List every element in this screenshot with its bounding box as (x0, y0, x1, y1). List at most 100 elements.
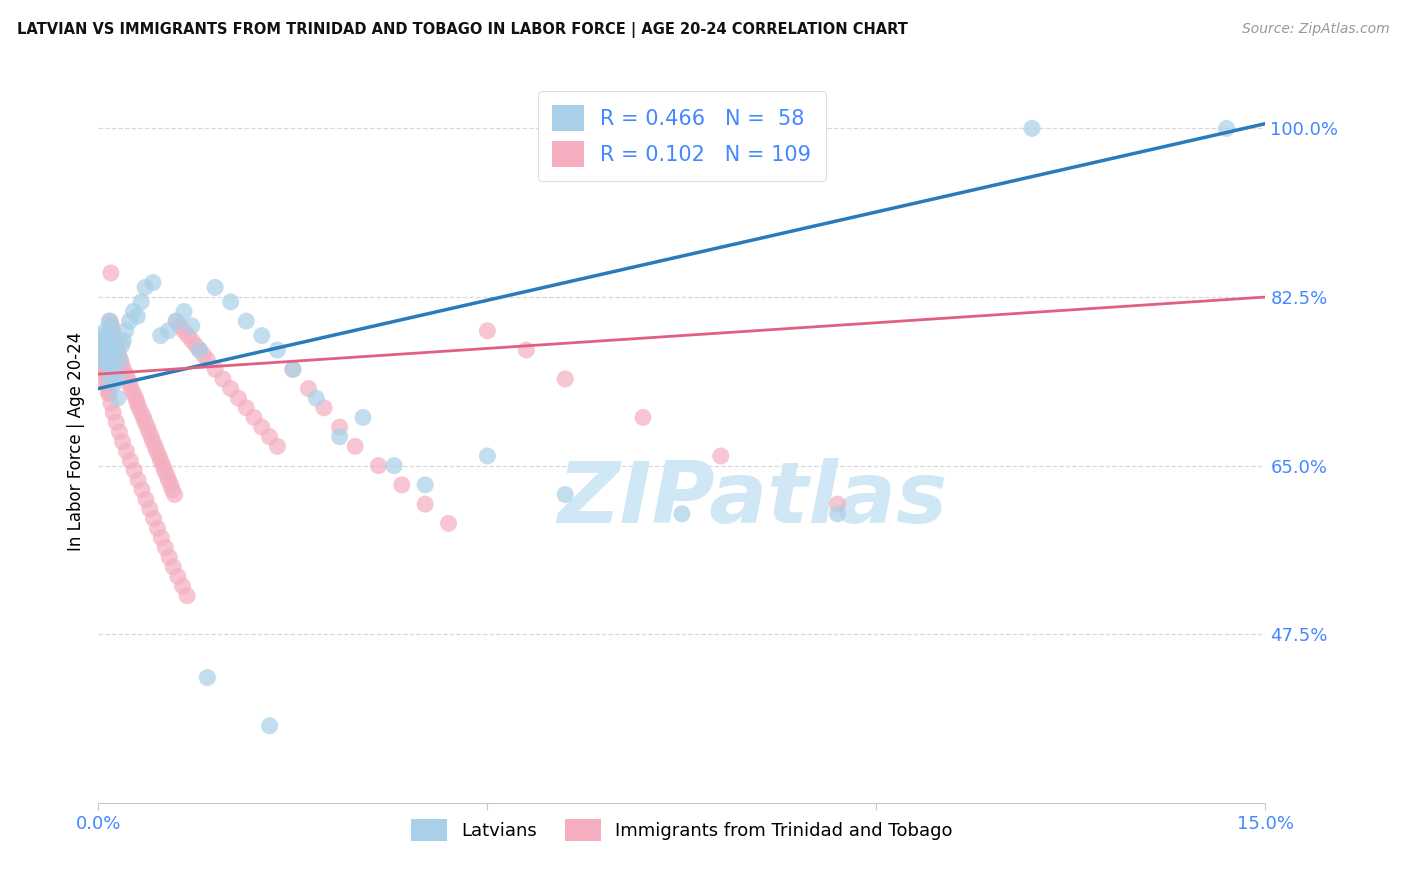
Point (250, 420, 273, 434)
Point (162, 483, 184, 497)
Point (90, 343, 112, 357)
Point (93, 334, 115, 348)
Point (180, 334, 202, 348)
Point (157, 324, 180, 338)
Point (180, 318, 202, 333)
Point (98, 386, 121, 401)
Point (204, 280, 226, 294)
Point (352, 410, 374, 425)
Point (367, 458, 389, 473)
Point (172, 579, 194, 593)
Point (108, 425, 131, 439)
Point (105, 343, 128, 357)
Point (146, 444, 169, 458)
Point (100, 266, 122, 280)
Point (157, 473, 180, 487)
Point (97, 386, 120, 401)
Point (250, 328, 273, 343)
Point (266, 343, 288, 357)
Point (108, 352, 131, 367)
Point (96, 343, 118, 357)
Point (98, 314, 121, 328)
Point (143, 439, 166, 453)
Point (1215, 121, 1237, 136)
Text: LATVIAN VS IMMIGRANTS FROM TRINIDAD AND TOBAGO IN LABOR FORCE | AGE 20-24 CORREL: LATVIAN VS IMMIGRANTS FROM TRINIDAD AND … (17, 22, 908, 38)
Point (150, 531, 173, 545)
Point (146, 521, 169, 535)
Point (129, 406, 152, 420)
Point (94, 362, 117, 376)
Point (827, 507, 849, 521)
Point (141, 430, 163, 444)
Point (188, 343, 211, 357)
Point (118, 376, 141, 391)
Point (107, 372, 129, 386)
Point (153, 463, 176, 477)
Point (90, 338, 112, 352)
Point (266, 439, 288, 453)
Point (165, 314, 187, 328)
Point (93, 352, 115, 367)
Point (477, 449, 499, 463)
Point (91, 352, 114, 367)
Point (554, 487, 576, 501)
Point (103, 343, 125, 357)
Point (344, 439, 367, 453)
Point (120, 454, 142, 468)
Point (281, 362, 304, 376)
Point (100, 328, 122, 343)
Point (100, 338, 122, 352)
Point (149, 328, 172, 343)
Point (148, 449, 170, 463)
Point (131, 483, 153, 497)
Point (118, 314, 141, 328)
Point (96, 358, 118, 372)
Point (312, 401, 335, 415)
Point (132, 410, 155, 425)
Point (671, 507, 693, 521)
Point (94, 343, 117, 357)
Point (93, 367, 115, 381)
Point (827, 497, 849, 511)
Point (101, 324, 124, 338)
Point (155, 541, 177, 555)
Point (98, 318, 121, 333)
Point (93, 328, 115, 343)
Point (235, 401, 257, 415)
Point (97, 376, 120, 391)
Point (235, 314, 257, 328)
Point (219, 294, 242, 309)
Point (259, 430, 281, 444)
Point (115, 444, 138, 458)
Point (391, 478, 413, 492)
Point (97, 382, 120, 396)
Point (135, 492, 157, 507)
Point (169, 318, 191, 333)
Point (157, 550, 180, 565)
Point (163, 487, 186, 501)
Point (91, 348, 114, 362)
Point (177, 328, 200, 343)
Point (159, 478, 181, 492)
Point (104, 338, 127, 352)
Point (136, 420, 159, 434)
Point (228, 391, 250, 405)
Point (128, 401, 150, 415)
Point (122, 386, 145, 401)
Point (142, 276, 165, 290)
Legend: Latvians, Immigrants from Trinidad and Tobago: Latvians, Immigrants from Trinidad and T… (404, 812, 960, 848)
Point (98, 372, 121, 386)
Point (112, 334, 135, 348)
Point (129, 294, 152, 309)
Point (122, 463, 145, 477)
Point (138, 425, 160, 439)
Point (142, 511, 165, 525)
Text: ZIPatlas: ZIPatlas (557, 458, 948, 541)
Point (413, 497, 436, 511)
Point (94, 324, 117, 338)
Point (173, 324, 195, 338)
Point (413, 478, 436, 492)
Point (117, 372, 139, 386)
Point (166, 569, 188, 583)
Point (193, 348, 215, 362)
